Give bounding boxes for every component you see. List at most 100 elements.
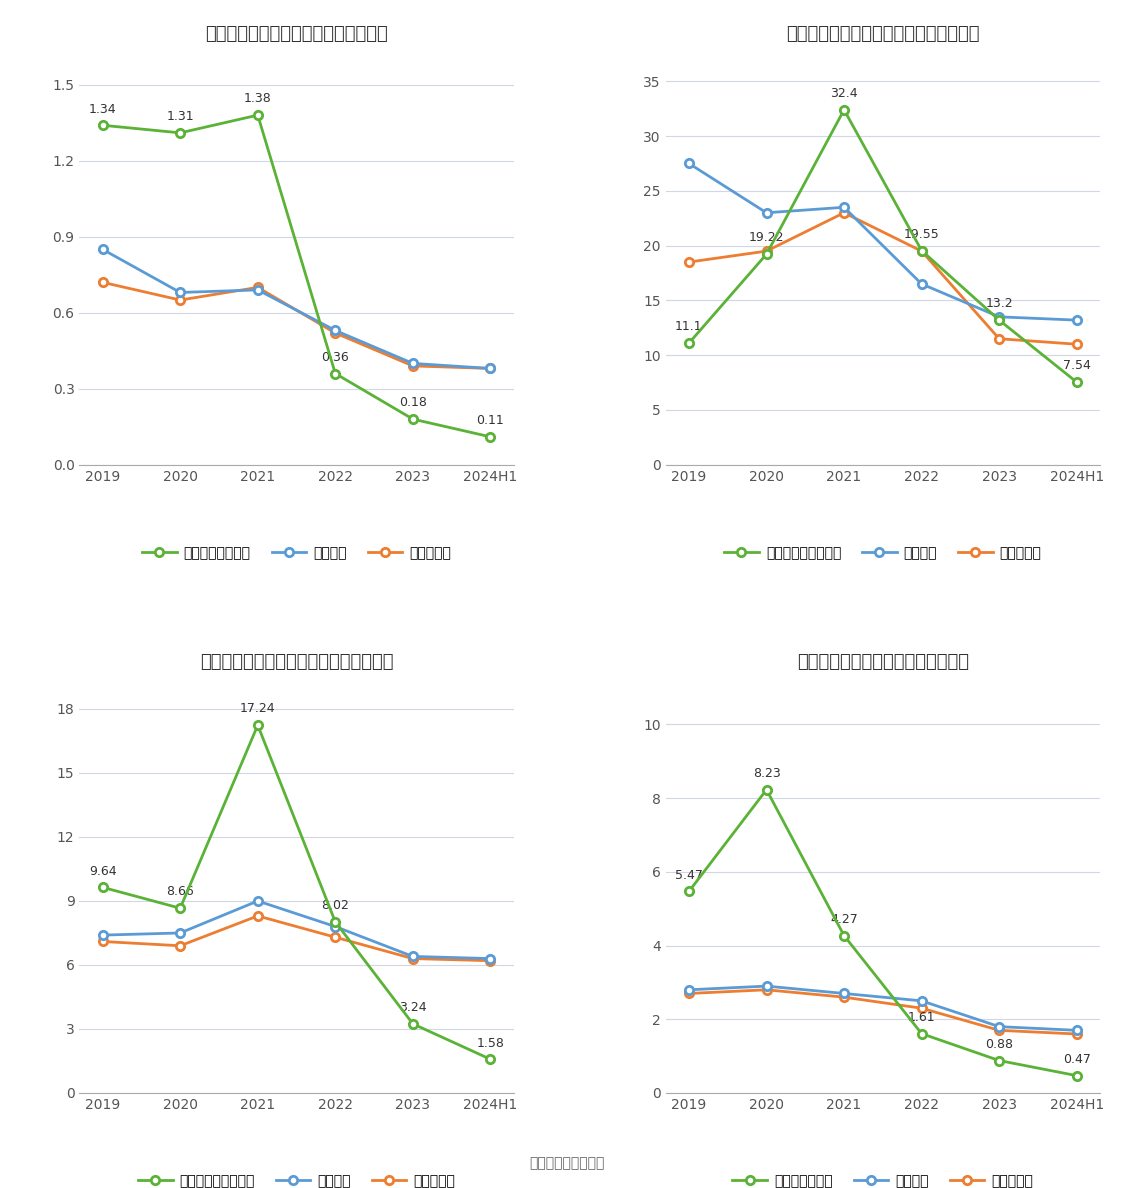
行业中位数: [174, 293, 187, 308]
公司总资产周转率: [329, 366, 342, 380]
Text: 1.38: 1.38: [244, 93, 272, 106]
行业中位数: [837, 990, 850, 1004]
行业均值: [174, 285, 187, 299]
Line: 公司应收账款周转率: 公司应收账款周转率: [99, 721, 494, 1063]
Text: 4.27: 4.27: [830, 912, 858, 925]
Text: 1.31: 1.31: [167, 110, 194, 124]
Title: 恒烁股份历年存货周转率情况（次）: 恒烁股份历年存货周转率情况（次）: [797, 653, 968, 671]
行业均值: [406, 949, 420, 963]
Title: 恒烁股份历年总资产周转率情况（次）: 恒烁股份历年总资产周转率情况（次）: [205, 25, 388, 43]
行业均值: [760, 206, 773, 220]
Text: 8.02: 8.02: [321, 899, 349, 912]
行业中位数: [174, 939, 187, 953]
Line: 行业均值: 行业均值: [99, 245, 494, 373]
Text: 11.1: 11.1: [675, 321, 703, 334]
Text: 数据来源：恒生聚源: 数据来源：恒生聚源: [530, 1156, 604, 1170]
行业均值: [1069, 1023, 1083, 1037]
公司应收账款周转率: [483, 1053, 497, 1067]
行业中位数: [251, 280, 264, 295]
行业中位数: [760, 244, 773, 258]
行业均值: [406, 356, 420, 371]
公司固定资产周转率: [837, 102, 850, 116]
Legend: 公司应收账款周转率, 行业均值, 行业中位数: 公司应收账款周转率, 行业均值, 行业中位数: [133, 1169, 460, 1188]
Text: 0.11: 0.11: [476, 415, 505, 428]
行业均值: [915, 993, 929, 1007]
Title: 恒烁股份历年固定资产周转率情况（次）: 恒烁股份历年固定资产周转率情况（次）: [786, 25, 980, 43]
Text: 1.61: 1.61: [908, 1011, 936, 1024]
公司总资产周转率: [406, 412, 420, 426]
公司固定资产周转率: [1069, 375, 1083, 390]
Line: 公司固定资产周转率: 公司固定资产周转率: [685, 106, 1081, 386]
行业中位数: [683, 986, 696, 1000]
Line: 公司存货周转率: 公司存货周转率: [685, 785, 1081, 1080]
行业中位数: [683, 255, 696, 270]
行业均值: [1069, 312, 1083, 327]
Legend: 公司存货周转率, 行业均值, 行业中位数: 公司存货周转率, 行业均值, 行业中位数: [727, 1169, 1039, 1188]
Text: 8.66: 8.66: [167, 885, 194, 898]
行业均值: [837, 986, 850, 1000]
公司总资产周转率: [483, 430, 497, 444]
Line: 公司总资产周转率: 公司总资产周转率: [99, 110, 494, 441]
行业中位数: [992, 1023, 1006, 1037]
Text: 17.24: 17.24: [240, 702, 276, 715]
行业中位数: [760, 982, 773, 997]
行业均值: [96, 242, 110, 257]
行业中位数: [96, 276, 110, 290]
Line: 行业中位数: 行业中位数: [99, 911, 494, 965]
行业均值: [483, 361, 497, 375]
公司存货周转率: [760, 783, 773, 797]
行业均值: [329, 323, 342, 337]
行业中位数: [406, 952, 420, 966]
Text: 1.58: 1.58: [476, 1037, 505, 1049]
公司总资产周转率: [174, 126, 187, 140]
公司应收账款周转率: [329, 915, 342, 929]
行业中位数: [329, 930, 342, 944]
公司存货周转率: [1069, 1068, 1083, 1082]
Text: 19.22: 19.22: [748, 232, 785, 245]
行业均值: [251, 893, 264, 908]
行业中位数: [1069, 1026, 1083, 1041]
Text: 13.2: 13.2: [985, 297, 1013, 310]
行业均值: [915, 277, 929, 291]
行业均值: [96, 928, 110, 942]
Line: 行业均值: 行业均值: [685, 982, 1081, 1035]
公司存货周转率: [915, 1026, 929, 1041]
Line: 行业中位数: 行业中位数: [685, 986, 1081, 1038]
公司存货周转率: [837, 929, 850, 943]
行业均值: [329, 920, 342, 934]
行业中位数: [483, 361, 497, 375]
Legend: 公司固定资产周转率, 行业均值, 行业中位数: 公司固定资产周转率, 行业均值, 行业中位数: [719, 541, 1047, 565]
公司固定资产周转率: [760, 247, 773, 261]
Text: 8.23: 8.23: [753, 767, 780, 781]
行业中位数: [329, 326, 342, 340]
行业均值: [683, 982, 696, 997]
Line: 行业中位数: 行业中位数: [99, 278, 494, 373]
Text: 32.4: 32.4: [830, 87, 857, 100]
行业中位数: [406, 359, 420, 373]
公司固定资产周转率: [915, 244, 929, 258]
行业均值: [683, 157, 696, 171]
行业均值: [992, 310, 1006, 324]
公司存货周转率: [683, 884, 696, 898]
公司总资产周转率: [96, 118, 110, 132]
Legend: 公司总资产周转率, 行业均值, 行业中位数: 公司总资产周转率, 行业均值, 行业中位数: [136, 541, 457, 565]
公司固定资产周转率: [683, 336, 696, 350]
行业中位数: [1069, 337, 1083, 352]
Line: 行业均值: 行业均值: [685, 159, 1081, 324]
公司应收账款周转率: [251, 718, 264, 732]
Text: 0.88: 0.88: [985, 1038, 1013, 1051]
Line: 行业中位数: 行业中位数: [685, 209, 1081, 348]
行业均值: [992, 1019, 1006, 1034]
行业均值: [760, 979, 773, 993]
Line: 行业均值: 行业均值: [99, 897, 494, 962]
Title: 恒烁股份历年应收账款周转率情况（次）: 恒烁股份历年应收账款周转率情况（次）: [200, 653, 393, 671]
公司应收账款周转率: [406, 1017, 420, 1031]
Text: 19.55: 19.55: [904, 228, 939, 241]
行业中位数: [915, 244, 929, 258]
Text: 0.18: 0.18: [399, 397, 426, 410]
Text: 5.47: 5.47: [675, 868, 703, 881]
行业中位数: [483, 954, 497, 968]
公司存货周转率: [992, 1054, 1006, 1068]
公司应收账款周转率: [96, 880, 110, 895]
Text: 9.64: 9.64: [88, 865, 117, 878]
